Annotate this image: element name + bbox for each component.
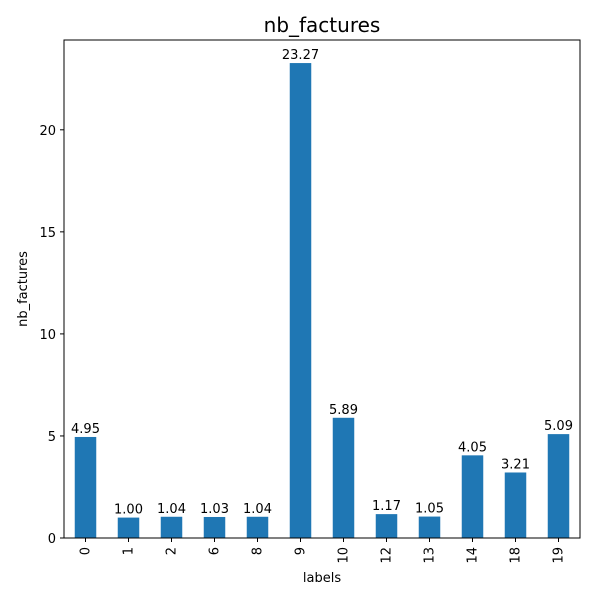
plot-frame (63, 39, 581, 539)
x-tick-label-0: 0 (79, 547, 94, 555)
y-tick-label-10: 10 (39, 328, 56, 343)
bar-14 (461, 455, 484, 538)
x-tick-label-19: 19 (552, 547, 567, 564)
bar-value-label-0: 4.95 (71, 422, 100, 437)
y-tick-label-0: 0 (48, 532, 56, 547)
bar-value-label-13: 1.05 (415, 502, 444, 517)
bar-1 (117, 517, 140, 538)
x-tick-label-13: 13 (423, 547, 438, 564)
bar-value-label-9: 23.27 (282, 48, 319, 63)
bar-9 (289, 63, 312, 539)
bar-value-label-10: 5.89 (329, 403, 358, 418)
x-axis-label: labels (303, 571, 341, 586)
bar-6 (203, 516, 226, 538)
bar-value-label-19: 5.09 (544, 419, 573, 434)
bar-value-label-1: 1.00 (114, 503, 143, 518)
y-tick-label-20: 20 (39, 124, 56, 139)
x-tick-label-10: 10 (337, 547, 352, 564)
bar-value-label-14: 4.05 (458, 440, 487, 455)
bar-value-label-12: 1.17 (372, 499, 401, 514)
bar-12 (375, 514, 398, 538)
x-tick-label-1: 1 (122, 547, 137, 555)
bar-18 (504, 472, 527, 538)
chart-title: nb_factures (264, 13, 381, 37)
bar-value-label-18: 3.21 (501, 457, 530, 472)
bar-value-label-8: 1.04 (243, 502, 272, 517)
bar-10 (332, 417, 355, 538)
bar-value-label-2: 1.04 (157, 502, 186, 517)
bar-19 (547, 434, 570, 538)
x-tick-label-12: 12 (380, 547, 395, 564)
x-tick-label-2: 2 (165, 547, 180, 555)
bar-8 (246, 516, 269, 538)
x-tick-label-14: 14 (466, 547, 481, 564)
x-tick-label-9: 9 (294, 547, 309, 555)
bar-2 (160, 516, 183, 538)
x-tick-label-18: 18 (509, 547, 524, 564)
y-axis-label: nb_factures (16, 251, 31, 327)
x-tick-label-6: 6 (208, 547, 223, 555)
bar-13 (418, 516, 441, 538)
y-tick-label-15: 15 (39, 226, 56, 241)
plot-area: 4.95 0 1.00 1 1.04 2 1.03 6 1.04 8 23.27 9 5.89 10 1.1… (39, 48, 573, 563)
bar-0 (74, 436, 97, 538)
y-tick-label-5: 5 (48, 430, 56, 445)
x-tick-label-8: 8 (251, 547, 266, 555)
bar-value-label-6: 1.03 (200, 502, 229, 517)
